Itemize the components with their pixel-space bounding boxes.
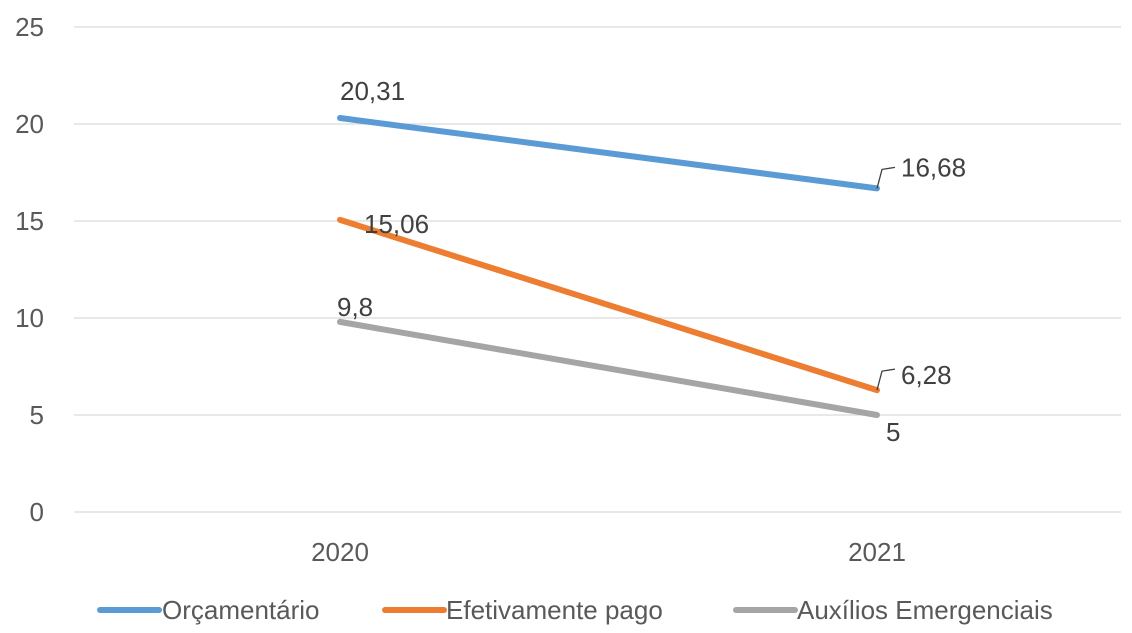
data-label: 15,06: [364, 209, 429, 239]
y-tick-label: 5: [30, 400, 44, 430]
y-tick-label: 0: [30, 497, 44, 527]
series-layer: [337, 114, 880, 418]
data-label-leader: [876, 166, 896, 189]
data-label-leader: [876, 368, 896, 391]
data-label: 6,28: [901, 360, 952, 390]
data-label: 5: [886, 417, 900, 447]
data-label: 16,68: [901, 152, 966, 182]
y-tick-label: 15: [15, 206, 44, 236]
series-line: [337, 318, 880, 418]
y-axis-ticks: 0 5 10 15 20 25: [15, 12, 44, 527]
y-tick-label: 25: [15, 12, 44, 42]
series-line: [337, 114, 880, 192]
y-tick-label: 20: [15, 109, 44, 139]
data-label: 20,31: [340, 76, 405, 106]
series-line: [337, 216, 880, 394]
legend-label: Efetivamente pago: [446, 595, 663, 625]
legend: Orçamentário Efetivamente pago Auxílios Em…: [97, 595, 1053, 625]
y-tick-label: 10: [15, 303, 44, 333]
grid-layer: [74, 26, 1121, 513]
legend-label: Orçamentário: [162, 595, 320, 625]
data-labels: 20,31 16,68 15,06 6,28 9,8 5: [337, 76, 966, 447]
x-tick-label: 2021: [848, 537, 906, 567]
data-label: 9,8: [337, 292, 373, 322]
x-tick-label: 2020: [311, 537, 369, 567]
legend-label: Auxílios Emergenciais: [797, 595, 1053, 625]
x-axis-ticks: 2020 2021: [311, 537, 906, 567]
